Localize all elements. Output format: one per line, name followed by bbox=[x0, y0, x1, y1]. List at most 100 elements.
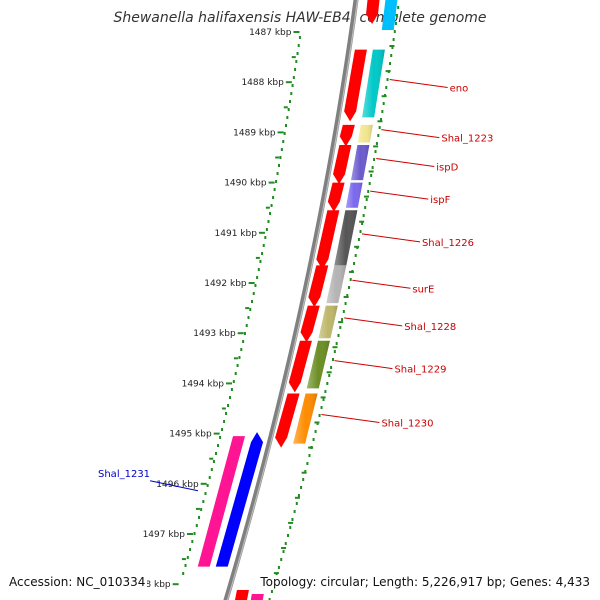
guide-dot bbox=[393, 30, 396, 33]
guide-dot bbox=[270, 590, 273, 593]
gene-bar-shade bbox=[362, 49, 385, 118]
gene-label-ispD: ispD bbox=[436, 163, 458, 174]
gene-bar-shade bbox=[345, 182, 363, 208]
label-leader bbox=[344, 317, 403, 327]
guide-dot bbox=[333, 350, 336, 353]
ruler-dot bbox=[182, 572, 185, 575]
guide-dot bbox=[339, 326, 342, 329]
guide-dot bbox=[268, 598, 271, 600]
ruler-tick-label: 1495 kbp bbox=[169, 430, 212, 440]
label-leader bbox=[321, 414, 380, 424]
ruler-dot bbox=[249, 308, 252, 311]
guide-dot bbox=[342, 310, 345, 313]
label-leader bbox=[352, 279, 411, 289]
ruler-tick-label: 1493 kbp bbox=[193, 329, 236, 339]
ruler-dot bbox=[276, 172, 279, 175]
guide-dot bbox=[293, 510, 296, 513]
ruler-dot bbox=[204, 492, 207, 495]
label-leader bbox=[361, 233, 421, 243]
ruler-dot bbox=[184, 564, 187, 567]
ruler-tick-label: 1490 kbp bbox=[224, 179, 267, 189]
gene-arrow-partial[interactable] bbox=[366, 0, 380, 24]
label-leader bbox=[149, 480, 199, 492]
guide-dot bbox=[365, 198, 368, 201]
guide-dot bbox=[286, 534, 289, 537]
ruler-dot bbox=[291, 84, 294, 87]
cds-arrow-ispD[interactable] bbox=[333, 144, 352, 185]
ruler-dot bbox=[270, 204, 273, 207]
guide-dot bbox=[312, 438, 315, 441]
guide-dot bbox=[348, 286, 351, 289]
gene-label-Shal_1226: Shal_1226 bbox=[422, 238, 474, 249]
ruler-dot bbox=[254, 284, 257, 287]
gene-bar-Shal_1231[interactable] bbox=[197, 436, 246, 567]
guide-dot bbox=[328, 374, 331, 377]
guide-dot bbox=[371, 166, 374, 169]
guide-dot bbox=[382, 102, 385, 105]
guide-dot bbox=[282, 550, 285, 553]
guide-dot bbox=[314, 430, 317, 433]
ruler-dot bbox=[280, 148, 283, 151]
ruler-dot bbox=[252, 292, 255, 295]
ruler-dot bbox=[264, 236, 267, 239]
label-leader bbox=[376, 158, 435, 168]
guide-dot bbox=[375, 142, 378, 145]
cds-arrow-Shal_1229[interactable] bbox=[288, 340, 312, 393]
ruler-dot bbox=[259, 260, 262, 263]
cds-arrow-Shal_1230[interactable] bbox=[275, 393, 300, 448]
ruler-dot bbox=[197, 516, 200, 519]
ruler-dot bbox=[278, 164, 281, 167]
guide-dot bbox=[295, 502, 298, 505]
ruler-dot bbox=[191, 540, 194, 543]
ruler-tick-label: 1488 kbp bbox=[241, 78, 284, 88]
ruler-tick-label: 1487 kbp bbox=[249, 28, 292, 38]
guide-dot bbox=[370, 174, 373, 177]
guide-dot bbox=[300, 486, 303, 489]
cds-arrow-Shal_1226[interactable] bbox=[316, 210, 340, 270]
guide-dot bbox=[302, 478, 305, 481]
guide-dot bbox=[373, 158, 376, 161]
guide-dot bbox=[386, 78, 389, 81]
guide-dot bbox=[391, 46, 394, 49]
guide-dot bbox=[380, 118, 383, 121]
kbp-ruler: 1487 kbp 1488 kbp 1489 kbp 1490 kbp 1491 kbp… bbox=[128, 6, 400, 600]
gene-label-Shal_1229: Shal_1229 bbox=[394, 365, 446, 376]
ruler-dot bbox=[202, 500, 205, 503]
ruler-dot bbox=[279, 156, 282, 159]
gene-tracks[interactable] bbox=[197, 0, 398, 600]
guide-dot bbox=[389, 62, 392, 65]
guide-dot bbox=[361, 222, 364, 225]
ruler-dot bbox=[214, 452, 217, 455]
cds-arrow-eno[interactable] bbox=[344, 49, 367, 122]
guide-dot bbox=[335, 342, 338, 345]
ruler-dot bbox=[298, 36, 301, 39]
gene-bar-partial[interactable] bbox=[381, 0, 398, 30]
cds-arrow-Shal_1223[interactable] bbox=[339, 124, 355, 147]
ruler-dot bbox=[286, 116, 289, 119]
ruler-tick-label: 1498 kbp bbox=[128, 580, 171, 590]
backbone-highlight bbox=[226, 0, 359, 600]
accession-text: Accession: NC_010334 bbox=[7, 575, 148, 589]
cds-arrow-Shal_1228[interactable] bbox=[300, 305, 320, 343]
gene-bar-partial[interactable] bbox=[250, 594, 264, 600]
guide-dot bbox=[394, 22, 397, 25]
guide-dot bbox=[277, 566, 280, 569]
guide-dot bbox=[349, 278, 352, 281]
guide-dot bbox=[346, 294, 349, 297]
ruler-dot bbox=[236, 364, 239, 367]
guide-dot bbox=[374, 150, 377, 153]
guide-dot bbox=[367, 190, 370, 193]
guide-dot bbox=[308, 454, 311, 457]
guide-dot bbox=[359, 230, 362, 233]
cds-arrow-ispF[interactable] bbox=[327, 182, 345, 212]
ruler-dot bbox=[225, 412, 228, 415]
cds-arrow-surE[interactable] bbox=[308, 265, 329, 308]
ruler-dot bbox=[251, 300, 253, 303]
guide-dot bbox=[392, 38, 395, 41]
ruler-dot bbox=[210, 468, 213, 471]
cds-arrow-Shal_1231[interactable] bbox=[215, 432, 264, 567]
guide-dot bbox=[353, 262, 356, 265]
gene-arrow-partial[interactable] bbox=[234, 590, 249, 600]
ruler-dot bbox=[238, 356, 241, 359]
